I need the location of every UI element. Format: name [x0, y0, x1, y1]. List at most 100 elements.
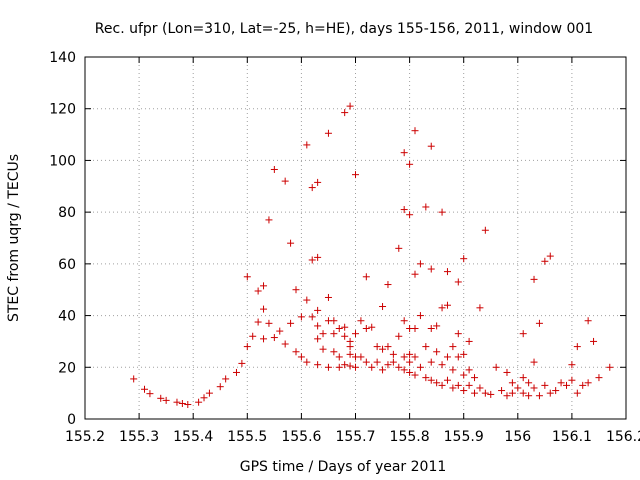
data-point [525, 392, 533, 400]
data-point [352, 363, 359, 371]
data-point [384, 343, 392, 351]
data-point [422, 374, 430, 382]
data-point [443, 301, 451, 309]
y-tick-label: 20 [58, 360, 76, 376]
data-point [519, 330, 527, 338]
data-point [406, 350, 414, 358]
data-point [433, 348, 441, 356]
data-point [254, 287, 262, 295]
data-point [346, 343, 354, 351]
data-point [395, 363, 403, 371]
data-point [319, 330, 327, 338]
data-point [519, 389, 527, 397]
data-point [460, 255, 468, 263]
data-point [400, 206, 408, 214]
data-point [579, 381, 587, 389]
x-tick-label: 155.5 [227, 429, 267, 445]
data-point [454, 353, 462, 361]
data-point [265, 319, 273, 327]
data-point [427, 358, 435, 366]
data-point [525, 379, 533, 387]
data-point [346, 362, 354, 370]
data-point [438, 304, 446, 312]
data-point [178, 399, 186, 407]
data-point [362, 358, 370, 366]
x-tick-label: 155.4 [173, 429, 213, 445]
data-point [384, 281, 392, 289]
data-point [503, 368, 511, 376]
data-point [508, 379, 516, 387]
data-point [281, 340, 289, 348]
plot-frame [84, 56, 627, 420]
data-point [362, 273, 370, 281]
x-tick-label: 155.6 [281, 429, 321, 445]
data-point [433, 379, 441, 387]
data-point [352, 171, 359, 179]
data-point [270, 334, 278, 342]
x-axis-label: GPS time / Days of year 2011 [240, 459, 447, 475]
data-point [449, 384, 457, 392]
data-point [427, 142, 435, 150]
y-tick-label: 100 [49, 153, 76, 169]
data-point [319, 345, 327, 353]
data-point [173, 398, 181, 406]
data-point [584, 317, 592, 325]
data-point [395, 244, 403, 252]
data-point [303, 141, 311, 149]
data-point [238, 359, 246, 367]
data-point [287, 319, 295, 327]
data-point [335, 325, 343, 332]
data-point [314, 178, 322, 186]
data-point [357, 353, 365, 361]
data-point [335, 363, 343, 371]
data-point [270, 165, 278, 173]
x-tick-label: 155.8 [390, 429, 430, 445]
data-point [471, 374, 479, 382]
data-point [438, 361, 446, 369]
data-point [368, 363, 376, 371]
x-tick-label: 156.1 [552, 429, 592, 445]
y-tick-label: 0 [67, 412, 76, 428]
data-point [222, 375, 230, 383]
data-point [454, 381, 462, 389]
data-point [590, 337, 598, 345]
data-point [362, 325, 370, 332]
data-point [330, 317, 338, 325]
data-point [411, 371, 419, 379]
data-point [232, 368, 240, 376]
data-point [411, 127, 419, 135]
y-tick-label: 80 [58, 205, 76, 221]
data-point [260, 335, 268, 343]
data-point [573, 343, 581, 351]
data-point [460, 350, 468, 358]
data-point [443, 353, 451, 361]
data-point [606, 363, 614, 371]
data-point [352, 330, 359, 338]
y-tick-label: 40 [58, 309, 76, 325]
data-point [330, 330, 338, 338]
data-point [260, 305, 268, 313]
data-point [530, 358, 538, 366]
data-point [324, 363, 332, 371]
data-point [411, 353, 419, 361]
data-point [292, 348, 300, 356]
data-point [287, 239, 295, 247]
data-point [373, 343, 381, 351]
data-point [195, 398, 203, 406]
data-point [379, 345, 387, 353]
data-point [357, 317, 365, 325]
data-point [373, 358, 381, 366]
data-point [400, 366, 408, 374]
data-point [406, 368, 414, 376]
data-point [568, 361, 576, 369]
data-point [487, 390, 495, 398]
axis-ticks: 155.2 155.3 155.4 155.5 155.6 155.7 155.8 155.9… [49, 50, 640, 445]
y-tick-label: 60 [58, 257, 76, 273]
data-point [411, 270, 419, 278]
data-point [324, 293, 332, 301]
data-point [314, 361, 322, 369]
data-point [535, 392, 543, 400]
data-point [508, 389, 516, 397]
data-point [481, 226, 489, 234]
